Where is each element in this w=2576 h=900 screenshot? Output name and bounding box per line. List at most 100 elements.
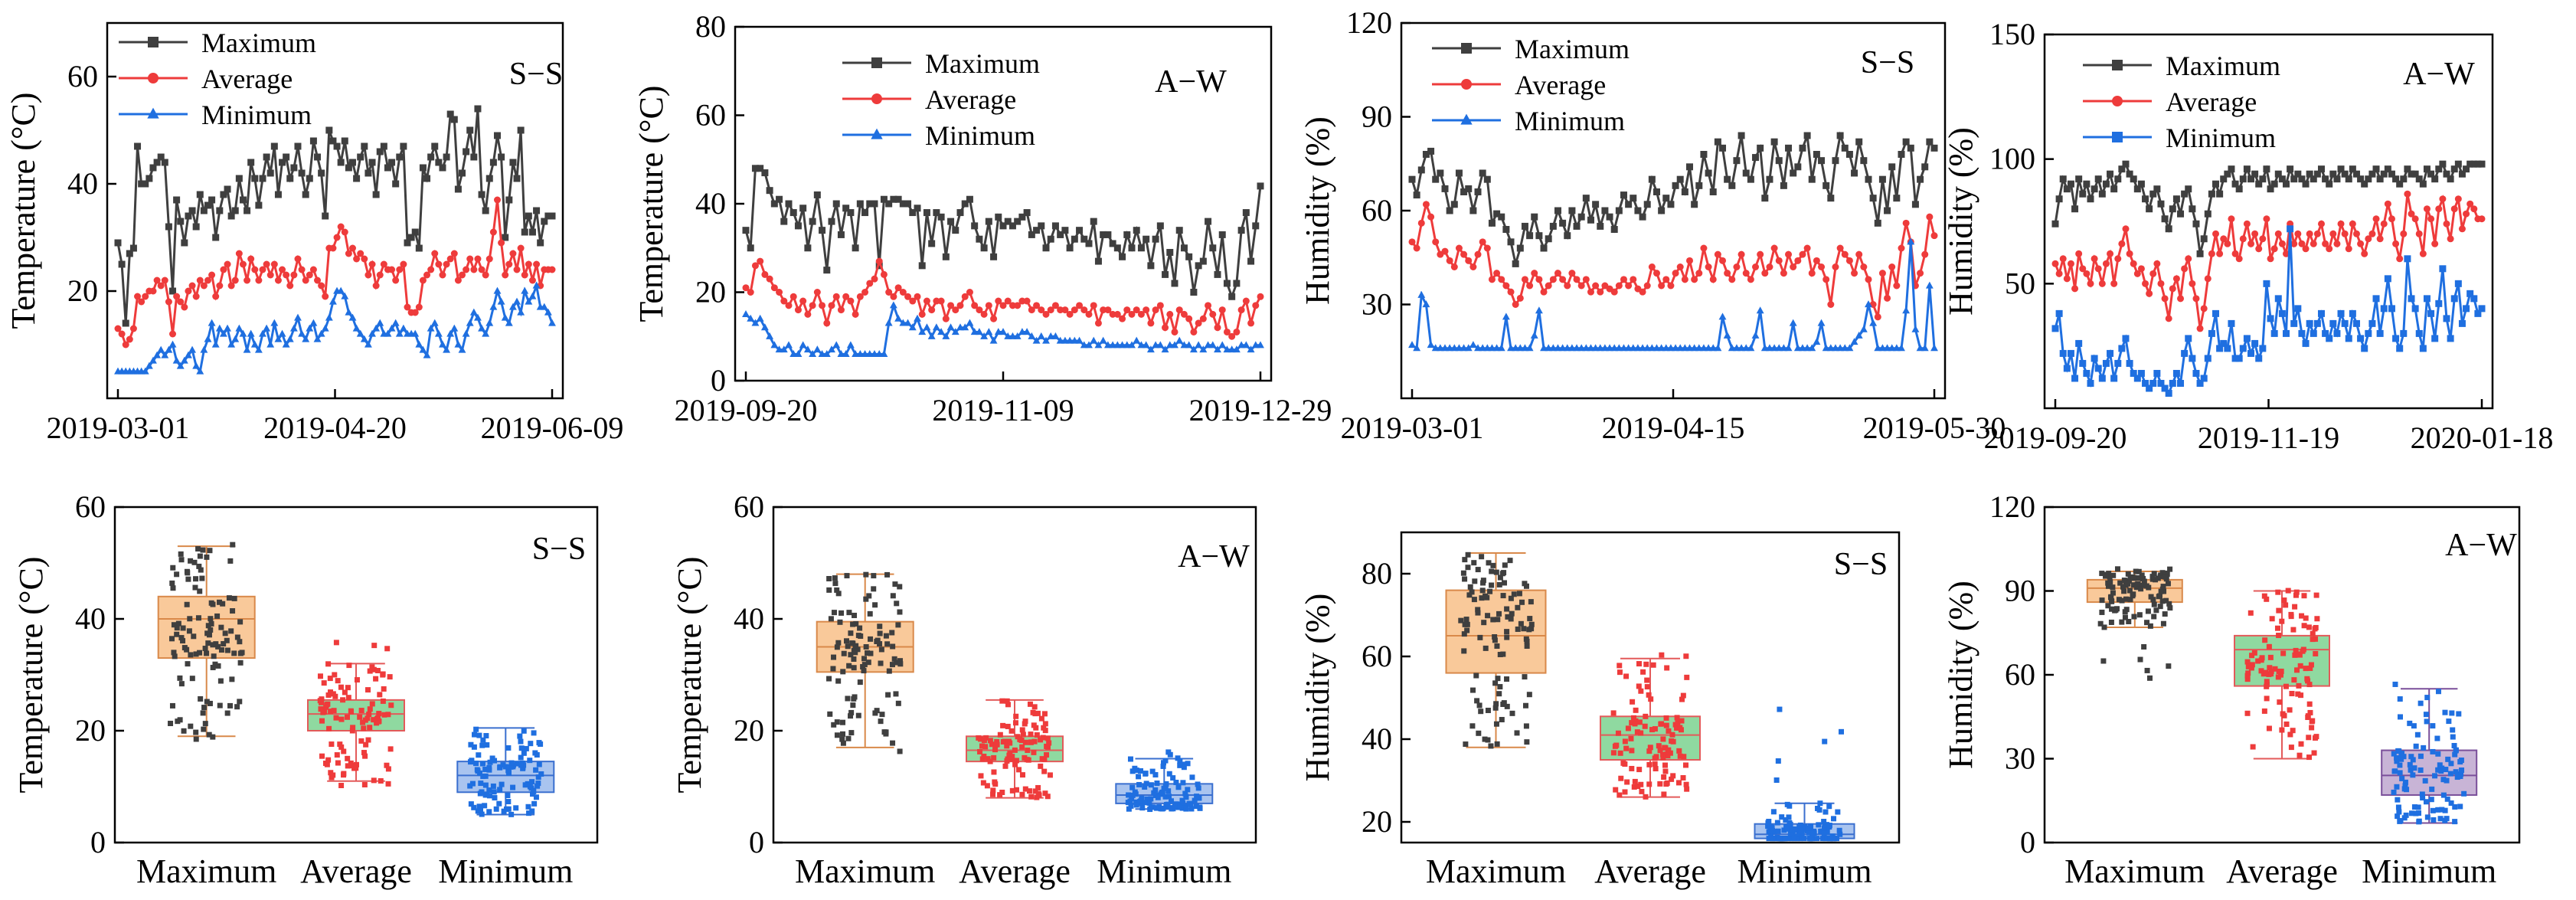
box-temp-aw-data-point (1182, 790, 1188, 797)
box-temp-ss-data-point (471, 804, 477, 810)
ts-temp-ss-minimum-point (430, 319, 439, 326)
ts-temp-ss-minimum-point (211, 340, 220, 348)
box-temp-ss-data-point (480, 761, 486, 767)
ts-hum-aw-average-point (2345, 245, 2352, 253)
box-hum-aw-data-point (2310, 637, 2316, 643)
box-hum-aw-data-point (2396, 748, 2402, 754)
box-hum-aw-data-point (2294, 667, 2300, 673)
ts-hum-aw-maximum-point (2270, 180, 2278, 188)
ts-temp-aw-minimum-point (1199, 345, 1208, 353)
ts-hum-aw-average-point (2067, 260, 2074, 267)
box-temp-ss-data-point (518, 762, 524, 768)
ts-temp-ss-average-point (138, 298, 145, 306)
box-temp-aw-data-point (1127, 798, 1133, 804)
ts-hum-ss-average-point (1408, 238, 1416, 246)
ts-temp-ss-maximum-point (145, 175, 153, 182)
box-temp-aw-data-point (1148, 782, 1154, 788)
ts-temp-aw-maximum-point (1076, 227, 1084, 234)
ts-temp-aw-maximum-point (1137, 244, 1145, 252)
ts-hum-ss-maximum-point (1582, 195, 1590, 202)
box-temp-aw-data-point (1041, 768, 1048, 774)
box-hum-aw-data-point (2125, 571, 2131, 577)
box-hum-aw-data-point (2149, 574, 2156, 580)
ts-temp-aw-minimum-point (894, 314, 903, 322)
ts-hum-aw-minimum-point (2122, 335, 2130, 342)
box-temp-aw-data-point (848, 652, 854, 658)
box-hum-aw-data-point (2440, 792, 2447, 798)
ts-hum-ss-maximum-point (1469, 207, 1477, 214)
ts-temp-ss-maximum-point (489, 159, 497, 166)
ts-temp-ss-maximum-point (345, 164, 352, 172)
ts-hum-aw-maximum-point (2196, 250, 2204, 257)
box-hum-aw-data-point (2452, 803, 2458, 810)
ts-temp-aw-minimum-point (985, 328, 993, 335)
ts-temp-aw-maximum-point (1008, 222, 1016, 230)
box-hum-aw-data-point (2292, 604, 2298, 610)
ts-hum-aw-average-point (2435, 205, 2443, 213)
ts-temp-aw-ytick-label: 80 (695, 9, 726, 44)
box-hum-ss-data-point (1646, 692, 1652, 698)
ts-hum-ss-average-point (1681, 276, 1688, 283)
box-hum-aw-data-point (2110, 584, 2116, 591)
box-temp-aw-data-point (877, 630, 883, 637)
ts-temp-aw-maximum-point (789, 209, 797, 217)
box-hum-ss-data-point (1521, 626, 1527, 632)
box-temp-aw-data-point (835, 678, 842, 684)
box-hum-aw-data-point (2266, 643, 2272, 650)
box-hum-ss-data-point (1777, 836, 1783, 842)
ts-hum-aw-average-point (2278, 240, 2286, 247)
box-hum-aw-data-point (2439, 765, 2445, 771)
box-hum-ss-data-point (1486, 560, 1492, 566)
box-temp-ss-data-point (345, 695, 351, 701)
ts-temp-aw-average-point (789, 293, 797, 300)
ts-temp-aw-average-point (1008, 302, 1016, 309)
box-temp-ss-ytick-label: 0 (90, 825, 106, 859)
box-temp-aw-data-point (1038, 763, 1044, 769)
ts-temp-aw-minimum-point (1185, 341, 1193, 349)
ts-temp-ss-average-point (368, 260, 376, 268)
ts-temp-aw-minimum-point (1071, 336, 1079, 344)
box-hum-aw-data-point (2119, 619, 2125, 625)
box-hum-ss-data-point (1646, 761, 1652, 767)
ts-temp-aw-minimum-point (1165, 341, 1174, 349)
box-temp-ss-data-point (534, 783, 541, 789)
box-hum-ss-data-point (1496, 610, 1502, 617)
box-temp-aw-data-point (997, 731, 1003, 738)
ts-hum-aw-maximum-point (2161, 215, 2169, 223)
ts-temp-ss-legend-label-maximum: Maximum (201, 28, 316, 58)
ts-hum-aw-minimum-point (2118, 345, 2126, 352)
ts-hum-aw-maximum-point (2408, 170, 2415, 178)
ts-temp-ss-minimum-point (544, 308, 552, 316)
ts-hum-ss-average-point (1662, 276, 1670, 283)
ts-temp-ss-minimum-point (250, 340, 259, 348)
box-temp-aw-data-point (1136, 774, 1142, 780)
ts-hum-aw-minimum-point (2177, 379, 2185, 387)
ts-temp-ss-average-point (482, 271, 489, 279)
ts-hum-aw-maximum-point (2172, 195, 2180, 203)
box-temp-ss-data-point (231, 595, 237, 601)
ts-hum-ss-average-point (1573, 276, 1581, 283)
box-temp-aw-data-point (1148, 796, 1154, 802)
box-temp-aw-ylabel: Temperature (°C) (671, 557, 708, 794)
ts-hum-aw-maximum-point (2396, 180, 2404, 188)
ts-hum-ss-maximum-point (1658, 207, 1666, 214)
ts-temp-aw-minimum-point (1008, 332, 1017, 339)
box-temp-aw-box-minimum (1115, 749, 1214, 813)
box-temp-aw-data-point (843, 638, 849, 644)
ts-hum-aw-average-point (2169, 285, 2176, 293)
ts-temp-aw-maximum-point (766, 187, 773, 195)
ts-temp-aw-maximum-point (899, 200, 907, 208)
ts-hum-aw-minimum-point (2149, 379, 2157, 387)
ts-hum-aw-average-point (2075, 250, 2083, 257)
ts-hum-aw-maximum-point (2075, 175, 2083, 183)
ts-hum-aw-maximum-point (2146, 205, 2153, 213)
box-temp-aw-data-point (980, 780, 986, 786)
ts-temp-ss-maximum-point (192, 223, 200, 231)
box-temp-aw-data-point (1032, 788, 1038, 794)
box-temp-ss-data-point (207, 548, 213, 554)
ts-temp-aw-minimum-point (789, 349, 798, 357)
box-temp-ss-data-point (518, 754, 524, 761)
box-hum-ss-data-point (1467, 584, 1473, 590)
box-hum-ss-data-point (1821, 830, 1827, 836)
box-temp-ss-data-point (318, 706, 324, 712)
